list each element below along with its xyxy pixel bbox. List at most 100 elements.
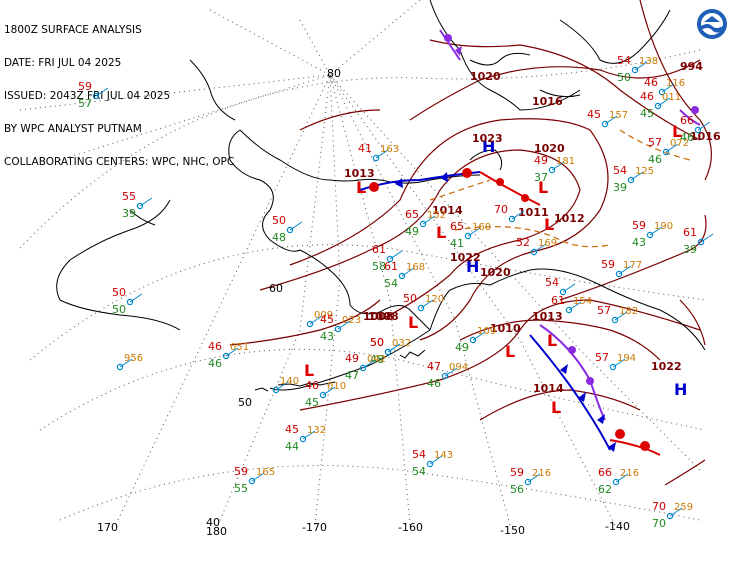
station-temperature: 66: [680, 114, 694, 127]
station-plot: 52 169: [516, 236, 557, 256]
station-circle-icon: [658, 88, 666, 96]
station-circle-icon: [136, 202, 144, 210]
station-dewpoint: 49: [405, 225, 419, 238]
wind-barb-icon: [275, 381, 289, 391]
wind-barb-icon: [420, 299, 434, 309]
svg-text:L: L: [304, 361, 314, 380]
station-plot: 41 163: [358, 142, 399, 162]
svg-text:L: L: [505, 342, 515, 361]
station-dewpoint: 46: [648, 153, 662, 166]
station-circle-icon: [646, 231, 654, 239]
station-temperature: 54: [617, 54, 631, 67]
station-plot: 009: [306, 310, 333, 328]
svg-text:L: L: [408, 313, 418, 332]
station-pressure: 182: [619, 306, 638, 317]
station-plot: 49 109: [455, 326, 496, 354]
wind-barb-icon: [302, 430, 316, 440]
station-dewpoint: 49: [455, 341, 469, 354]
station-circle-icon: [417, 304, 425, 312]
station-circle-icon: [306, 320, 314, 328]
station-circle-icon: [559, 288, 567, 296]
low-center-1013-b: L 1013: [532, 310, 563, 350]
svg-text:1010: 1010: [490, 322, 521, 335]
lat-label-50: 50: [238, 396, 252, 409]
wind-barb-icon: [119, 358, 133, 368]
svg-text:1016: 1016: [690, 130, 721, 143]
station-plot: 49 47 042: [345, 352, 386, 382]
station-circle-icon: [631, 66, 639, 74]
svg-text:H: H: [674, 380, 687, 399]
low-center-1014-a: L 1014: [432, 204, 463, 242]
station-circle-icon: [654, 102, 662, 110]
station-circle-icon: [524, 478, 532, 486]
station-dewpoint: 54: [412, 465, 426, 478]
station-temperature: 49: [345, 352, 359, 365]
station-pressure: 094: [449, 362, 468, 373]
station-plot: 54 54 143: [412, 448, 453, 478]
station-pressure: 216: [620, 468, 639, 479]
station-dewpoint: 54: [384, 277, 398, 290]
header-issued: ISSUED: 2043Z FRI JUL 04 2025: [4, 90, 171, 102]
lat-label-40: 40: [206, 516, 220, 529]
station-temperature: 50: [272, 214, 286, 227]
station-dewpoint: 37: [534, 171, 548, 184]
station-temperature: 54: [545, 276, 559, 289]
station-plot: 59 177: [601, 258, 642, 278]
wind-barb-icon: [634, 61, 648, 71]
station-plot: 49 37 181: [534, 154, 575, 184]
warm-front-2: [479, 171, 541, 206]
station-plot: 45 43 023: [320, 313, 361, 343]
lon-label-m170: -170: [302, 521, 327, 534]
wind-barb-icon: [697, 121, 711, 131]
station-circle-icon: [662, 148, 670, 156]
grid-labels: 80 60 50 40 170 180 -170 -160 -150 -140: [97, 67, 630, 538]
low-center-extra-2: L: [304, 361, 314, 380]
station-dewpoint: 48: [272, 231, 286, 244]
svg-text:1008: 1008: [368, 310, 399, 323]
station-plot: 46 45 011: [640, 90, 681, 120]
station-pressure: 956: [124, 353, 143, 364]
station-plot: 50 120: [403, 292, 444, 312]
station-temperature: 54: [613, 164, 627, 177]
station-plot: 66 62 216: [598, 466, 639, 496]
wind-barb-icon: [289, 221, 303, 231]
station-plot: 45 157: [587, 108, 628, 128]
station-temperature: 59: [78, 80, 92, 93]
station-circle-icon: [694, 126, 702, 134]
station-plot: 61 154: [551, 294, 592, 314]
wind-barb-icon: [649, 226, 663, 236]
station-temperature: 41: [358, 142, 372, 155]
station-pressure: 109: [477, 326, 496, 337]
station-temperature: 55: [122, 190, 136, 203]
header-analyst: BY WPC ANALYST PUTNAM: [4, 123, 142, 135]
station-temperature: 46: [640, 90, 654, 103]
station-temperature: 46: [208, 340, 222, 353]
station-pressure: 120: [425, 294, 444, 305]
lon-label-180: 180: [206, 525, 227, 538]
wind-barb-icon: [533, 243, 547, 253]
station-pressure: 163: [380, 144, 399, 155]
station-plot: 70 70 259: [652, 500, 693, 530]
station-pressure: 160: [472, 222, 491, 233]
low-center-1014-b: L 1014: [533, 382, 564, 417]
station-circle-icon: [372, 154, 380, 162]
isobars: [229, 0, 713, 486]
wind-barb-icon: [129, 293, 143, 303]
station-dewpoint: 50: [617, 71, 631, 84]
station-pressure: 194: [617, 353, 636, 364]
station-plot: 50 032: [370, 336, 411, 356]
station-circle-icon: [222, 352, 230, 360]
station-pressure: 259: [674, 502, 693, 513]
station-plot: 47 46 094: [427, 360, 468, 390]
station-circle-icon: [334, 325, 342, 333]
svg-text:1012: 1012: [554, 212, 585, 225]
svg-text:1011: 1011: [518, 206, 549, 219]
svg-text:L: L: [436, 223, 446, 242]
station-temperature: 57: [648, 136, 662, 149]
station-circle-icon: [469, 336, 477, 344]
station-circle-icon: [359, 364, 367, 372]
svg-text:L: L: [672, 122, 682, 141]
